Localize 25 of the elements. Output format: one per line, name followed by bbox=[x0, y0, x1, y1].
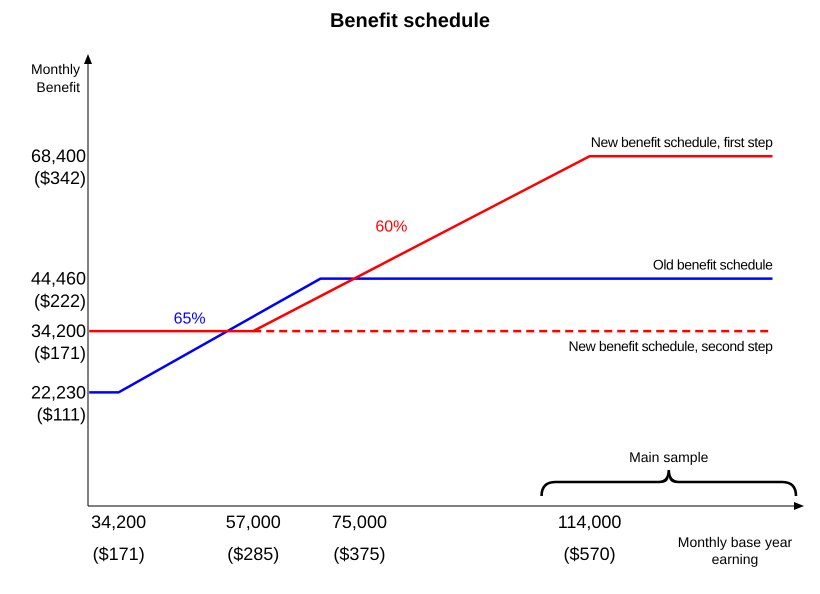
x-tick-label: 34,200 bbox=[91, 512, 146, 532]
x-tick-label: 114,000 bbox=[558, 512, 622, 532]
x-tick-label: 75,000 bbox=[332, 512, 387, 532]
series-label: New benefit schedule, second step bbox=[568, 338, 774, 354]
series-label: Old benefit schedule bbox=[652, 256, 774, 273]
y2-tick-label: ($111) bbox=[36, 404, 86, 424]
chart-title: Benefit schedule bbox=[328, 10, 492, 33]
y-tick-label: 68,400 bbox=[30, 146, 86, 166]
y-tick-label: 44,460 bbox=[30, 268, 86, 289]
y2-tick-label: ($342) bbox=[34, 168, 86, 188]
y-tick-label: 22,230 bbox=[30, 382, 86, 402]
x2-tick-label: ($570) bbox=[564, 544, 616, 564]
x2-tick-label: ($171) bbox=[92, 544, 145, 564]
x-tick-label: 57,000 bbox=[226, 512, 281, 532]
series-label: New benefit schedule, first step bbox=[590, 134, 774, 150]
annotation: 65% bbox=[174, 310, 206, 328]
annotation: 60% bbox=[375, 218, 408, 236]
x-axis-title: Monthly base year earning bbox=[676, 534, 794, 568]
x2-tick-label: ($285) bbox=[227, 544, 280, 564]
y2-tick-label: ($222) bbox=[34, 290, 86, 311]
y-axis-title: Monthly Benefit bbox=[30, 60, 80, 96]
y-tick-label: 34,200 bbox=[30, 321, 86, 342]
x2-tick-label: ($375) bbox=[333, 544, 386, 564]
annotation: Main sample bbox=[629, 449, 709, 465]
y2-tick-label: ($171) bbox=[34, 343, 86, 364]
